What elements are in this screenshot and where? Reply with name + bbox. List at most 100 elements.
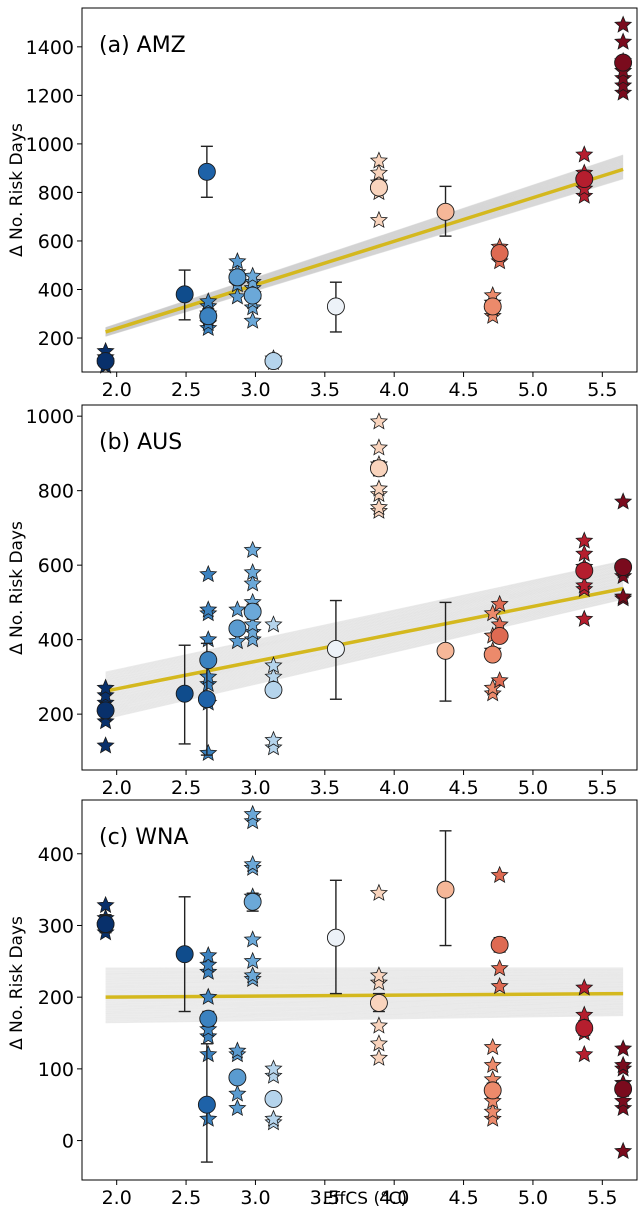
ensemble-line-b: [105, 598, 624, 720]
y-tick-label-c: 0: [62, 1131, 74, 1153]
x-tick-label-b: 2.0: [102, 777, 132, 799]
model-mean-point-b: [243, 602, 262, 621]
ensemble-line-b: [105, 562, 624, 676]
ensemble-line-c: [105, 990, 624, 996]
x-tick-label-a: 5.0: [518, 379, 548, 401]
y-tick-label-a: 800: [38, 182, 74, 204]
ensemble-line-c: [105, 981, 624, 986]
model-mean-point-a: [243, 286, 262, 305]
ensemble-line-c: [105, 989, 624, 994]
member-star-b: [369, 497, 389, 516]
member-star-b: [199, 600, 218, 618]
ensemble-line-a: [105, 157, 624, 330]
member-star-c: [199, 987, 218, 1005]
ensemble-line-a: [105, 161, 624, 331]
ensemble-line-a: [105, 159, 624, 330]
ensemble-line-a: [105, 176, 624, 337]
member-star-b: [243, 574, 262, 592]
ensemble-line-b: [105, 569, 624, 684]
ensemble-line-b: [105, 588, 624, 707]
panel-title-a: (a) AMZ: [99, 33, 186, 58]
ensemble-line-c: [105, 1000, 624, 1007]
ensemble-line-c: [105, 1003, 624, 1011]
ensemble-line-b: [105, 566, 624, 680]
member-star-c: [199, 1109, 218, 1127]
member-star-b: [199, 743, 218, 761]
model-mean-point-a: [436, 202, 455, 221]
y-axis-label-b: Δ No. Risk Days: [7, 521, 27, 655]
ensemble-line-b: [105, 572, 624, 688]
model-mean-point-a: [490, 244, 509, 263]
member-star-a: [369, 210, 389, 229]
model-mean-point-a: [483, 297, 502, 316]
ensemble-line-c: [105, 1010, 624, 1018]
model-mean-point-b: [483, 645, 502, 664]
ensemble-line-c: [105, 970, 624, 973]
ensemble-line-c: [105, 979, 624, 983]
regression-line-b: [105, 586, 624, 693]
member-star-a: [228, 287, 247, 305]
model-mean-point-c: [436, 880, 455, 899]
y-tick-label-a: 600: [38, 231, 74, 253]
model-mean-point-c: [197, 1095, 216, 1114]
ensemble-line-c: [105, 995, 624, 1001]
member-star-b: [575, 576, 594, 594]
x-tick-label-c: 4.0: [379, 1187, 409, 1209]
member-star-a: [199, 292, 218, 310]
y-tick-label-b: 400: [38, 630, 74, 652]
member-star-c: [575, 978, 594, 996]
ensemble-line-b: [105, 567, 624, 682]
member-star-b: [243, 622, 262, 640]
y-tick-label-a: 200: [38, 328, 74, 350]
member-star-c: [243, 966, 262, 984]
member-star-a: [575, 145, 594, 163]
ensemble-line-b: [105, 570, 624, 686]
member-star-c: [483, 1102, 502, 1120]
member-star-b: [199, 667, 218, 685]
model-mean-point-c: [326, 928, 345, 947]
member-star-b: [575, 544, 594, 562]
ensemble-line-b: [105, 583, 624, 701]
ensemble-line-a: [105, 156, 624, 329]
y-tick-label-b: 600: [38, 555, 74, 577]
model-mean-point-c: [575, 1019, 594, 1037]
ensemble-line-b: [105, 568, 624, 683]
model-mean-point-b: [614, 558, 633, 576]
ensemble-line-b: [105, 568, 624, 683]
ensemble-line-a: [105, 176, 624, 336]
y-axis-label-a: Δ No. Risk Days: [7, 123, 27, 257]
member-star-b: [369, 479, 389, 497]
ensemble-line-b: [105, 579, 624, 696]
model-mean-point-b: [228, 619, 247, 638]
ensemble-line-c: [105, 1002, 624, 1009]
x-tick-label-c: 2.0: [102, 1187, 132, 1209]
member-star-b: [96, 736, 115, 754]
member-star-c: [369, 883, 389, 901]
ensemble-line-c: [105, 986, 624, 991]
ensemble-line-b: [105, 589, 624, 709]
member-star-a: [243, 266, 262, 284]
member-star-b: [575, 609, 594, 627]
ensemble-line-b: [105, 574, 624, 691]
model-mean-point-b: [197, 690, 216, 709]
ensemble-line-c: [105, 1001, 624, 1008]
x-axis-label: EffCS (°C): [323, 1189, 407, 1209]
ensemble-line-c: [105, 988, 624, 993]
member-star-b: [243, 630, 262, 648]
ensemble-line-b: [105, 564, 624, 679]
model-mean-point-a: [228, 268, 247, 287]
member-star-c: [264, 1066, 283, 1084]
ensemble-line-a: [105, 177, 624, 337]
member-star-a: [369, 163, 389, 181]
y-tick-label-a: 1400: [26, 37, 74, 59]
member-star-b: [96, 685, 115, 704]
member-star-c: [490, 958, 509, 977]
ensemble-line-a: [105, 173, 624, 336]
member-star-b: [199, 630, 218, 648]
ensemble-line-c: [105, 1013, 624, 1022]
x-tick-label-b: 5.5: [587, 777, 617, 799]
model-mean-point-c: [175, 945, 194, 964]
ensemble-line-b: [105, 575, 624, 692]
ensemble-line-c: [105, 987, 624, 992]
